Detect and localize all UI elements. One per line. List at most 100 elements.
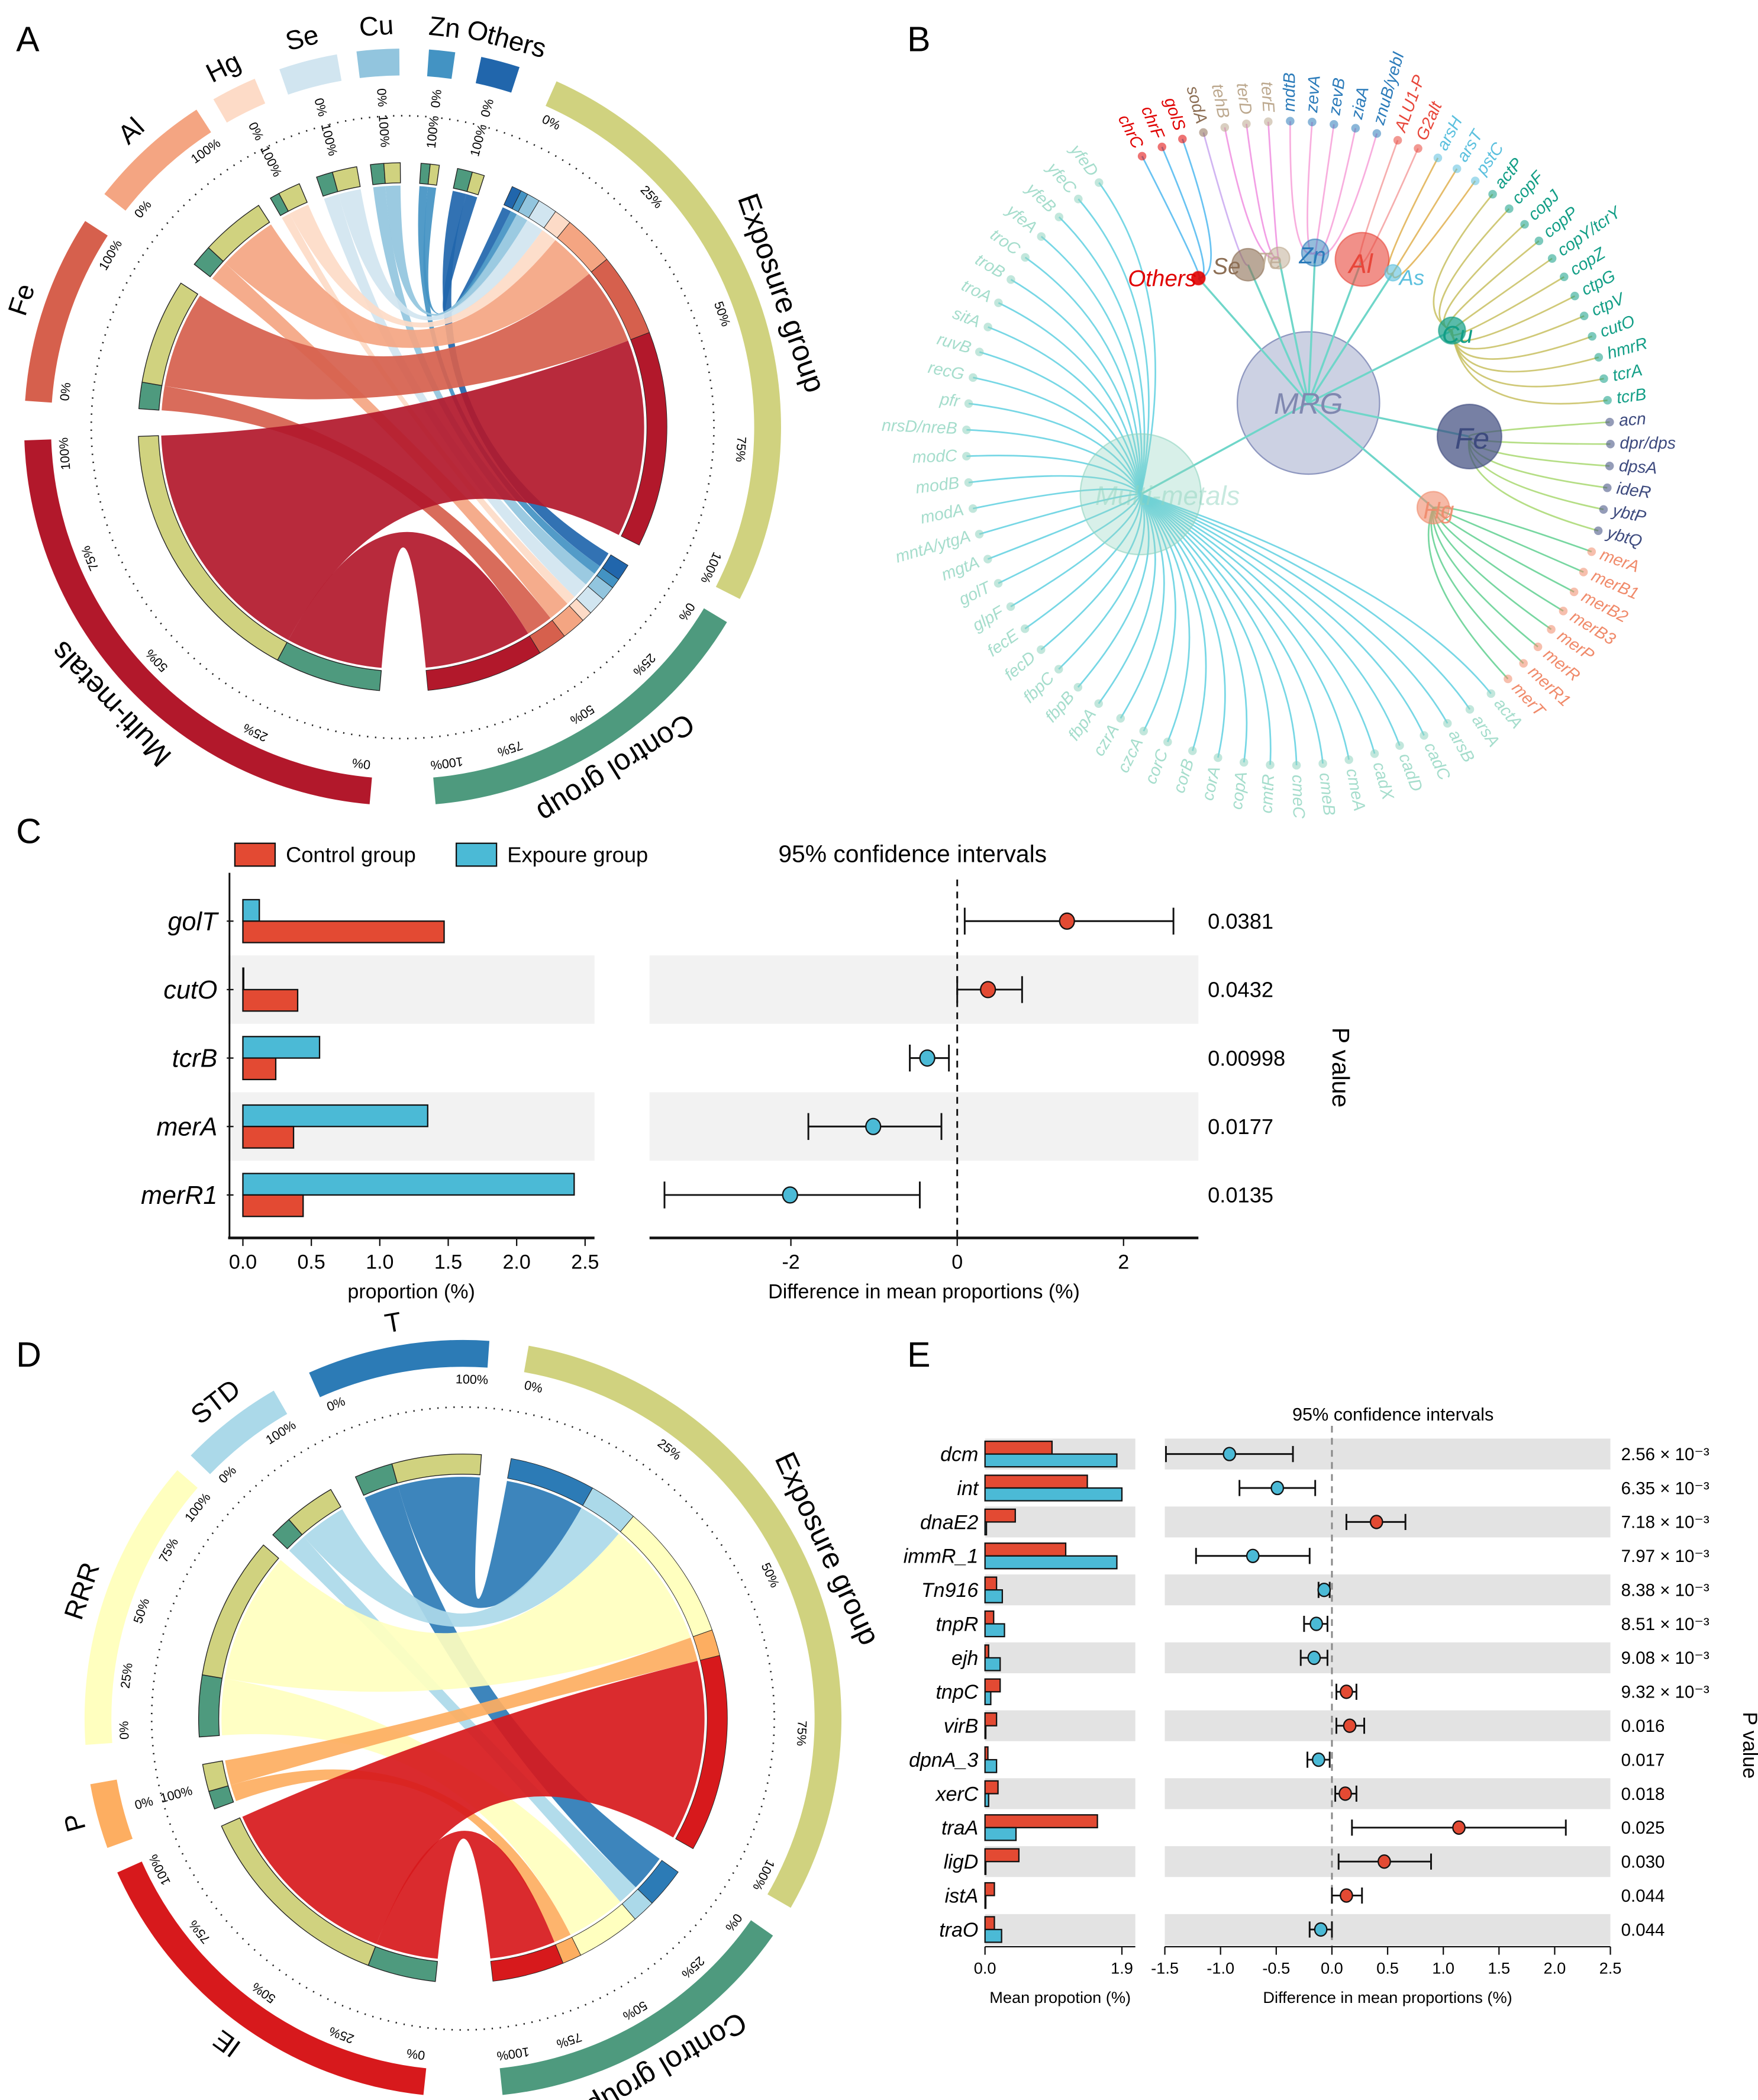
sector-arc-others xyxy=(475,57,520,93)
bar-exposure xyxy=(984,1725,987,1740)
gene-label: istA xyxy=(945,1885,979,1907)
chord-ribbon-control-multi-metals xyxy=(288,532,528,668)
bar-tick-label: 1.5 xyxy=(434,1251,462,1274)
gene-label: virB xyxy=(944,1715,979,1738)
gene-label: nrsD/nreB xyxy=(881,416,957,438)
gene-label: immR_1 xyxy=(904,1545,979,1568)
gene-label: cmeB xyxy=(1315,772,1339,816)
leaf-edge xyxy=(1098,494,1156,704)
p-value-label: 0.044 xyxy=(1621,1886,1665,1906)
gene-label: cutO xyxy=(163,976,217,1004)
difference-point xyxy=(1314,1922,1328,1937)
sector-arc-p xyxy=(90,1779,133,1848)
gene-label: cmtR xyxy=(1257,774,1278,814)
gene-node xyxy=(993,579,1003,588)
sector-label-t: T xyxy=(382,1306,404,1339)
gene-node xyxy=(1559,607,1568,616)
gene-label: sodA xyxy=(1183,84,1211,126)
p-value-label: 7.18 × 10⁻³ xyxy=(1621,1513,1709,1532)
leaf-edge xyxy=(972,488,1141,510)
gene-node xyxy=(1214,753,1222,762)
gene-node xyxy=(1603,396,1612,405)
gene-label: xerC xyxy=(935,1783,979,1805)
leaf-edge xyxy=(1246,124,1280,260)
sector-arc-cu xyxy=(356,49,400,78)
leaf-edge xyxy=(1433,507,1575,593)
gene-node xyxy=(1395,741,1404,750)
gene-node xyxy=(983,555,992,563)
gene-label: glpF xyxy=(969,602,1008,635)
chord-ribbon-exposure-fe xyxy=(164,273,628,400)
tick-label: 0% xyxy=(246,120,266,143)
bar-control xyxy=(242,1057,277,1081)
gene-label: modA xyxy=(919,500,966,527)
gene-label: dcm xyxy=(940,1444,978,1466)
bar-exposure xyxy=(984,1928,1002,1943)
leaf-edge xyxy=(1140,493,1401,746)
gene-node xyxy=(1074,194,1083,204)
chord-ribbon-control-fe xyxy=(162,386,551,634)
difference-point xyxy=(865,1117,882,1135)
chord-ribbon-control-rrr xyxy=(221,1679,621,1935)
inner-track-control-cu xyxy=(370,163,386,185)
gene-node xyxy=(1533,642,1543,652)
bar-tick-label: 1.0 xyxy=(366,1251,393,1274)
gene-label: dpr/dps xyxy=(1620,434,1676,453)
gene-node xyxy=(1220,123,1230,132)
tick-label: 0% xyxy=(131,198,154,221)
bar-control xyxy=(242,920,445,943)
bar-exposure xyxy=(984,1691,992,1705)
chord-ribbon-control-p xyxy=(231,1769,571,1943)
gene-node xyxy=(1137,152,1147,161)
leaf-edge xyxy=(1140,494,1248,763)
row-band xyxy=(1165,1914,1611,1946)
hub-label-as: As xyxy=(1398,265,1424,289)
leaf-edge xyxy=(1140,493,1425,736)
sector-label-fe: Fe xyxy=(2,280,41,319)
gene-node xyxy=(1488,189,1497,199)
diff-tick-label: -2 xyxy=(782,1251,799,1274)
gene-node xyxy=(1266,761,1275,769)
gene-node xyxy=(1318,759,1327,768)
p-value-label: 0.0177 xyxy=(1208,1115,1273,1139)
inner-track-control-rrr xyxy=(198,1674,223,1738)
gene-label: czrA xyxy=(1089,721,1123,759)
root-edge xyxy=(1308,329,1453,404)
group-track-exposure-ie xyxy=(675,1655,728,1850)
bar-control xyxy=(984,1542,1067,1557)
gene-node xyxy=(1037,232,1046,241)
gene-node xyxy=(962,425,971,434)
tick-label: 25% xyxy=(327,2024,356,2046)
gene-label: ziaA xyxy=(1347,85,1373,121)
tick-label: 0% xyxy=(311,96,330,118)
gene-node xyxy=(1486,689,1496,698)
bar-x-axis-title: Mean propotion (%) xyxy=(989,1988,1131,2006)
tick-label: 25% xyxy=(118,1662,136,1689)
leaf-edge xyxy=(1386,157,1439,275)
bar-exposure xyxy=(984,1861,987,1875)
gene-node xyxy=(1094,699,1103,708)
p-value-label: 0.025 xyxy=(1621,1818,1665,1838)
bar-tick-label: 2.0 xyxy=(503,1251,531,1274)
tick-label: 0% xyxy=(117,1721,131,1740)
leaf-edge xyxy=(1140,494,1298,766)
gene-label: ybtP xyxy=(1610,501,1648,526)
gene-label: fbpA xyxy=(1065,705,1100,744)
bar-control xyxy=(242,1194,304,1218)
difference-point xyxy=(1222,1447,1237,1461)
gene-node xyxy=(1599,505,1608,514)
gene-label: golT xyxy=(168,907,219,936)
sector-arc-multi-metals xyxy=(24,439,372,804)
difference-point xyxy=(1452,1820,1466,1835)
inner-track-exposure-multi-metals xyxy=(138,435,288,661)
sector-label-al: Al xyxy=(112,111,150,150)
leaf-edge xyxy=(1161,146,1205,279)
bar-exposure xyxy=(242,1036,321,1059)
root-edge xyxy=(1308,402,1434,509)
sector-label-rrr: RRR xyxy=(58,1558,105,1623)
gene-node xyxy=(1606,439,1615,449)
tick-label: 0% xyxy=(540,112,562,133)
bar-control xyxy=(984,1848,1020,1863)
leaf-edge xyxy=(1040,494,1143,650)
